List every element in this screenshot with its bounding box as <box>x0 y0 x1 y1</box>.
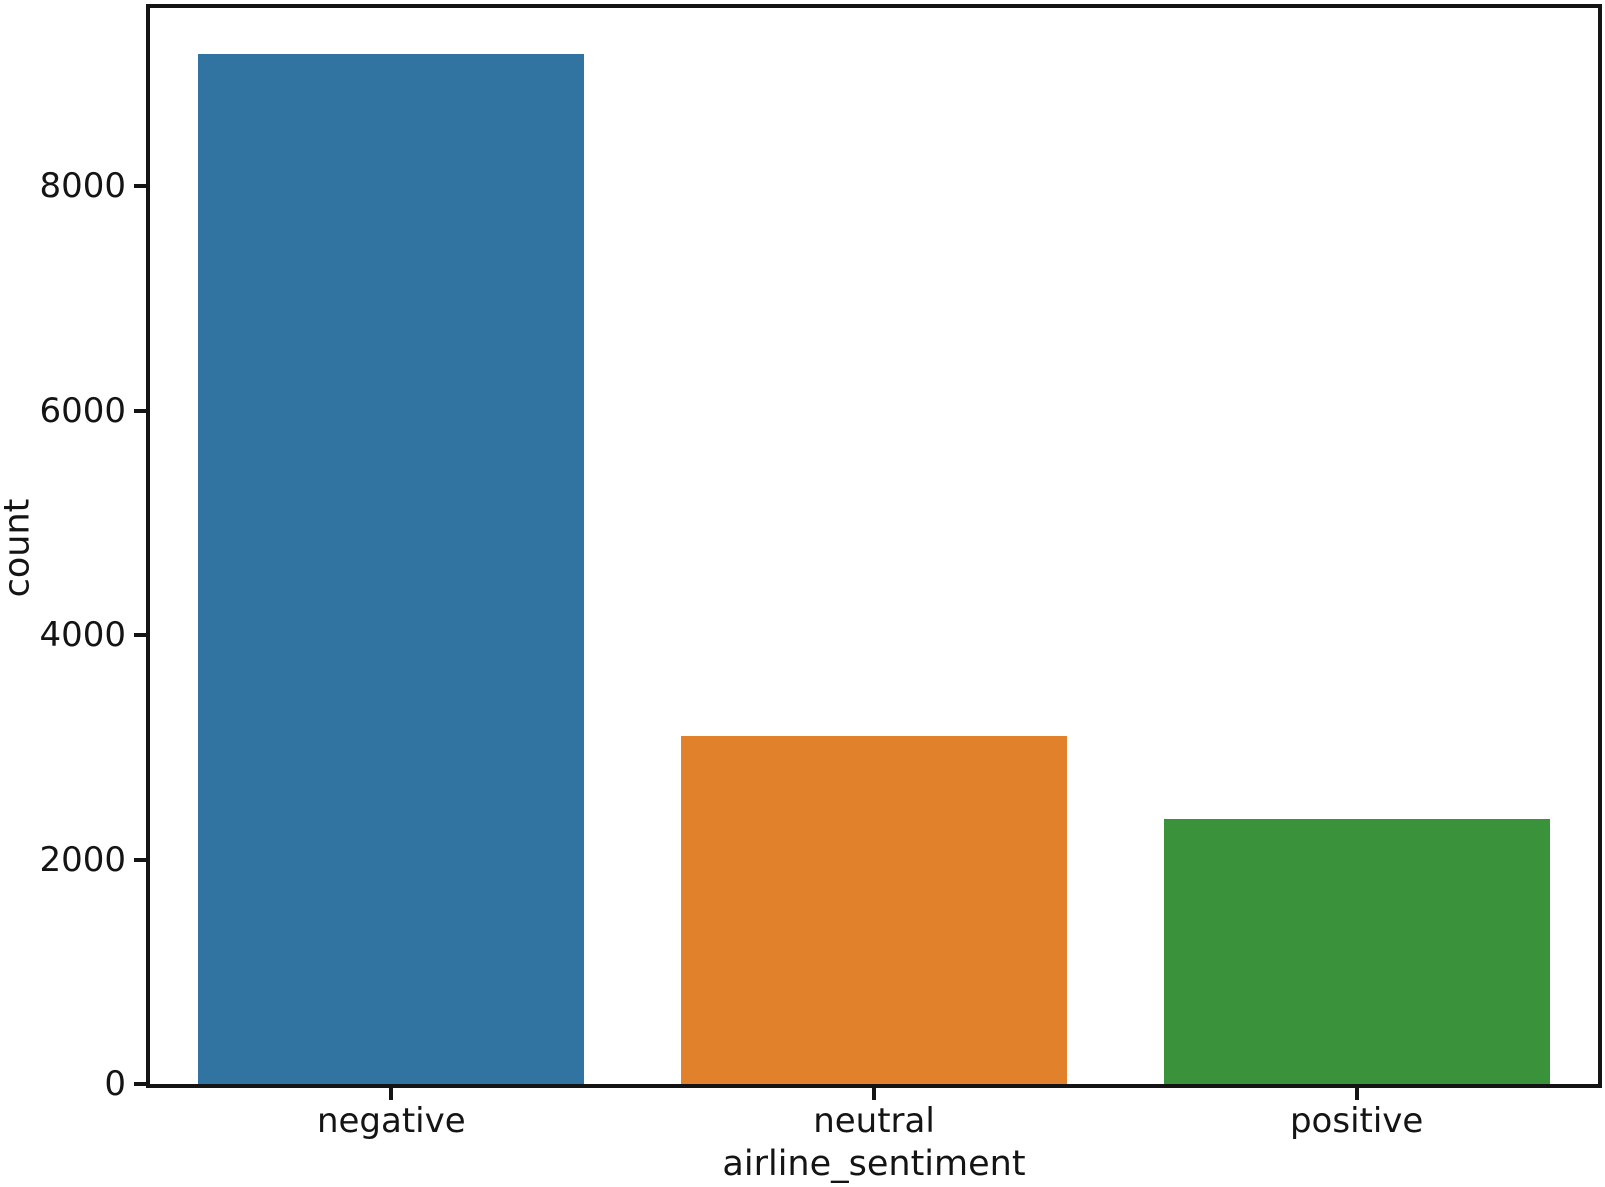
x-tick-mark-neutral <box>872 1088 876 1100</box>
y-tick-label-4000: 4000 <box>39 615 126 656</box>
bar-positive <box>1163 818 1550 1084</box>
x-tick-label-positive: positive <box>1289 1101 1424 1141</box>
y-tick-label-8000: 8000 <box>39 166 126 207</box>
x-tick-label-neutral: neutral <box>813 1101 935 1141</box>
y-tick-mark-8000 <box>134 184 146 189</box>
y-tick-mark-4000 <box>134 633 146 638</box>
y-tick-label-2000: 2000 <box>39 839 126 880</box>
y-tick-mark-6000 <box>134 408 146 413</box>
y-tick-label-0: 0 <box>104 1064 126 1104</box>
bar-neutral <box>680 736 1068 1084</box>
x-axis-label: airline_sentiment <box>722 1144 1026 1184</box>
x-tick-mark-positive <box>1354 1088 1359 1100</box>
y-axis-label: count <box>0 498 38 598</box>
x-tick-label-negative: negative <box>316 1101 466 1141</box>
y-tick-label-6000: 6000 <box>39 390 126 431</box>
y-tick-mark-0 <box>134 1082 146 1086</box>
y-tick-mark-2000 <box>134 857 146 862</box>
bar-negative <box>198 54 585 1084</box>
x-tick-mark-negative <box>389 1088 394 1100</box>
